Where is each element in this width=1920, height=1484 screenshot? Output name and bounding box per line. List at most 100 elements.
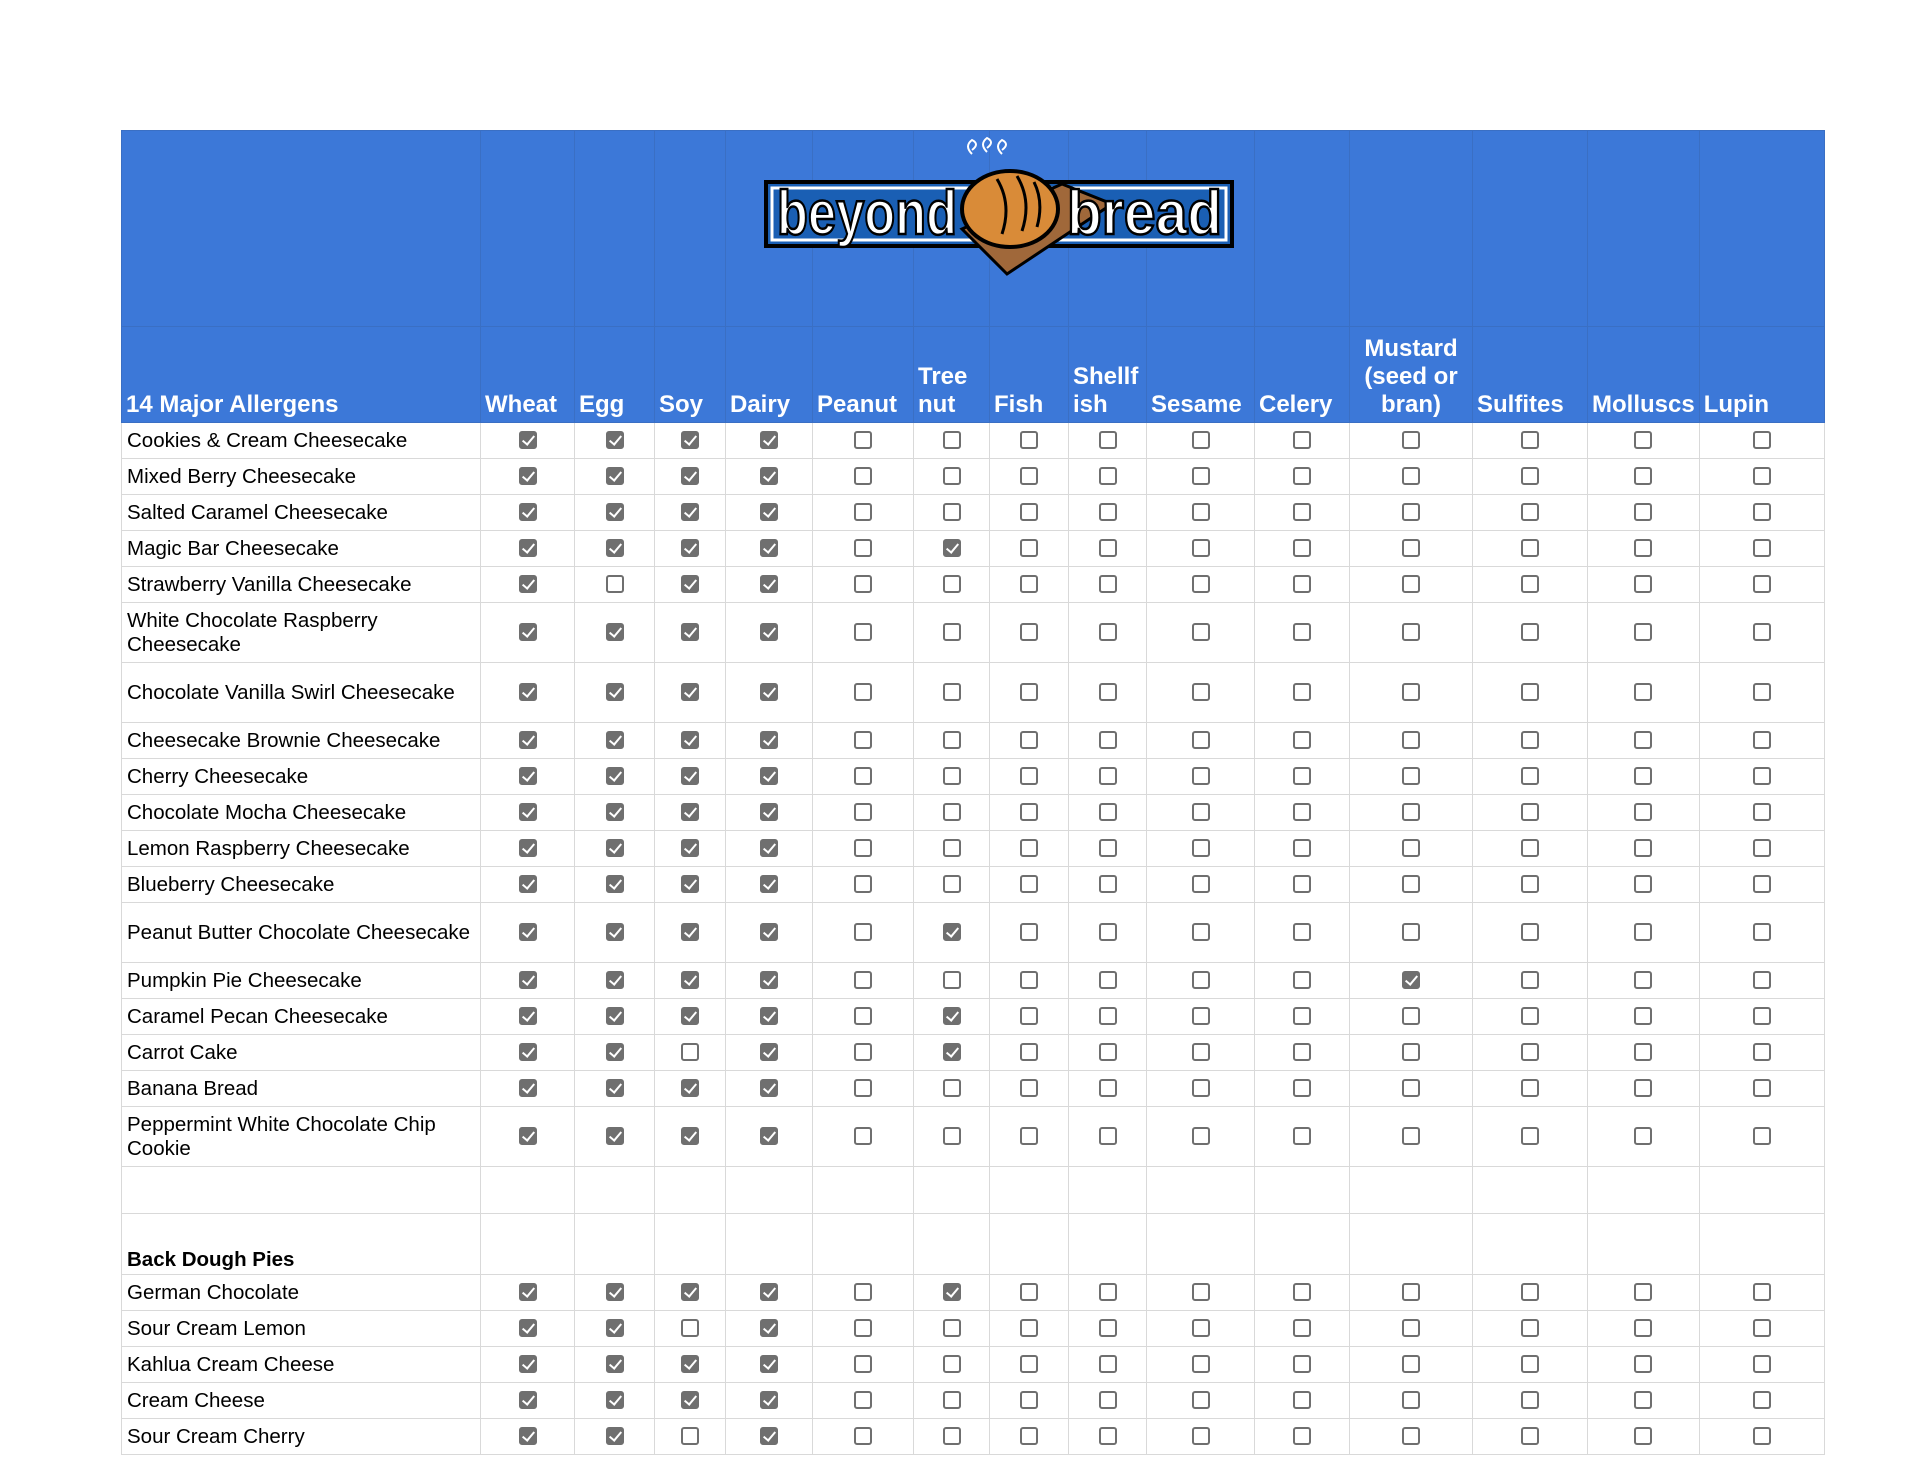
checkbox-unchecked[interactable] xyxy=(1020,1079,1038,1098)
checkbox-unchecked[interactable] xyxy=(942,623,961,642)
checkbox-unchecked[interactable] xyxy=(1020,467,1038,486)
checkbox-unchecked[interactable] xyxy=(1752,1319,1771,1338)
checkbox-unchecked[interactable] xyxy=(1402,1427,1420,1446)
checkbox-checked[interactable] xyxy=(518,1319,537,1338)
checkbox-checked[interactable] xyxy=(605,923,624,942)
checkbox-unchecked[interactable] xyxy=(1402,875,1420,894)
checkbox-unchecked[interactable] xyxy=(1020,875,1038,894)
checkbox-unchecked[interactable] xyxy=(1752,803,1771,822)
checkbox-unchecked[interactable] xyxy=(1020,1007,1038,1026)
checkbox-checked[interactable] xyxy=(760,767,778,786)
checkbox-unchecked[interactable] xyxy=(1752,875,1771,894)
checkbox-unchecked[interactable] xyxy=(1402,803,1420,822)
checkbox-unchecked[interactable] xyxy=(1293,1127,1311,1146)
checkbox-unchecked[interactable] xyxy=(1293,467,1311,486)
checkbox-checked[interactable] xyxy=(605,971,624,990)
checkbox-unchecked[interactable] xyxy=(1521,1079,1539,1098)
checkbox-checked[interactable] xyxy=(681,731,699,750)
checkbox-unchecked[interactable] xyxy=(854,1319,872,1338)
checkbox-unchecked[interactable] xyxy=(1098,803,1117,822)
checkbox-unchecked[interactable] xyxy=(1191,1319,1210,1338)
checkbox-checked[interactable] xyxy=(605,467,624,486)
checkbox-checked[interactable] xyxy=(605,1079,624,1098)
checkbox-unchecked[interactable] xyxy=(1402,503,1420,522)
checkbox-unchecked[interactable] xyxy=(854,539,872,558)
checkbox-unchecked[interactable] xyxy=(854,803,872,822)
checkbox-checked[interactable] xyxy=(605,767,624,786)
checkbox-checked[interactable] xyxy=(760,1427,778,1446)
checkbox-unchecked[interactable] xyxy=(1191,623,1210,642)
checkbox-unchecked[interactable] xyxy=(1293,539,1311,558)
checkbox-unchecked[interactable] xyxy=(1634,1355,1653,1374)
checkbox-unchecked[interactable] xyxy=(1752,767,1771,786)
checkbox-unchecked[interactable] xyxy=(1521,923,1539,942)
checkbox-unchecked[interactable] xyxy=(1293,1355,1311,1374)
checkbox-unchecked[interactable] xyxy=(854,875,872,894)
checkbox-unchecked[interactable] xyxy=(1752,575,1771,594)
checkbox-unchecked[interactable] xyxy=(1293,1391,1311,1410)
checkbox-unchecked[interactable] xyxy=(1191,467,1210,486)
checkbox-unchecked[interactable] xyxy=(681,1427,699,1446)
checkbox-unchecked[interactable] xyxy=(1293,431,1311,450)
checkbox-unchecked[interactable] xyxy=(854,1355,872,1374)
checkbox-checked[interactable] xyxy=(681,875,699,894)
checkbox-unchecked[interactable] xyxy=(854,1043,872,1062)
checkbox-unchecked[interactable] xyxy=(942,575,961,594)
checkbox-unchecked[interactable] xyxy=(1402,1391,1420,1410)
checkbox-unchecked[interactable] xyxy=(1020,683,1038,702)
checkbox-unchecked[interactable] xyxy=(1020,539,1038,558)
checkbox-unchecked[interactable] xyxy=(1752,431,1771,450)
checkbox-checked[interactable] xyxy=(518,731,537,750)
checkbox-checked[interactable] xyxy=(760,539,778,558)
checkbox-checked[interactable] xyxy=(681,767,699,786)
checkbox-unchecked[interactable] xyxy=(1521,539,1539,558)
checkbox-unchecked[interactable] xyxy=(1634,731,1653,750)
checkbox-unchecked[interactable] xyxy=(1634,623,1653,642)
checkbox-unchecked[interactable] xyxy=(942,971,961,990)
checkbox-unchecked[interactable] xyxy=(854,467,872,486)
checkbox-checked[interactable] xyxy=(605,503,624,522)
checkbox-unchecked[interactable] xyxy=(942,431,961,450)
checkbox-checked[interactable] xyxy=(518,875,537,894)
checkbox-unchecked[interactable] xyxy=(942,839,961,858)
checkbox-unchecked[interactable] xyxy=(1752,1043,1771,1062)
checkbox-unchecked[interactable] xyxy=(1752,683,1771,702)
checkbox-unchecked[interactable] xyxy=(1752,923,1771,942)
checkbox-checked[interactable] xyxy=(760,683,778,702)
checkbox-unchecked[interactable] xyxy=(1098,431,1117,450)
checkbox-unchecked[interactable] xyxy=(1293,575,1311,594)
checkbox-unchecked[interactable] xyxy=(854,503,872,522)
checkbox-unchecked[interactable] xyxy=(1634,923,1653,942)
checkbox-unchecked[interactable] xyxy=(1293,1007,1311,1026)
checkbox-unchecked[interactable] xyxy=(1634,1283,1653,1302)
checkbox-checked[interactable] xyxy=(518,1127,537,1146)
checkbox-unchecked[interactable] xyxy=(1752,539,1771,558)
checkbox-unchecked[interactable] xyxy=(854,431,872,450)
checkbox-checked[interactable] xyxy=(760,1283,778,1302)
checkbox-checked[interactable] xyxy=(518,623,537,642)
checkbox-unchecked[interactable] xyxy=(1521,731,1539,750)
checkbox-checked[interactable] xyxy=(760,839,778,858)
checkbox-unchecked[interactable] xyxy=(942,767,961,786)
checkbox-unchecked[interactable] xyxy=(1098,1043,1117,1062)
checkbox-checked[interactable] xyxy=(518,923,537,942)
checkbox-unchecked[interactable] xyxy=(1098,1283,1117,1302)
checkbox-unchecked[interactable] xyxy=(1752,467,1771,486)
checkbox-unchecked[interactable] xyxy=(1521,467,1539,486)
checkbox-checked[interactable] xyxy=(1402,971,1420,990)
checkbox-unchecked[interactable] xyxy=(942,803,961,822)
checkbox-unchecked[interactable] xyxy=(1191,1127,1210,1146)
checkbox-checked[interactable] xyxy=(681,1127,699,1146)
checkbox-checked[interactable] xyxy=(760,467,778,486)
checkbox-unchecked[interactable] xyxy=(1521,431,1539,450)
checkbox-unchecked[interactable] xyxy=(1634,467,1653,486)
checkbox-unchecked[interactable] xyxy=(1521,503,1539,522)
checkbox-checked[interactable] xyxy=(942,1283,961,1302)
checkbox-unchecked[interactable] xyxy=(1752,1079,1771,1098)
checkbox-checked[interactable] xyxy=(605,875,624,894)
checkbox-unchecked[interactable] xyxy=(1293,1427,1311,1446)
checkbox-unchecked[interactable] xyxy=(1634,1079,1653,1098)
checkbox-checked[interactable] xyxy=(518,539,537,558)
checkbox-checked[interactable] xyxy=(681,839,699,858)
checkbox-unchecked[interactable] xyxy=(1293,683,1311,702)
